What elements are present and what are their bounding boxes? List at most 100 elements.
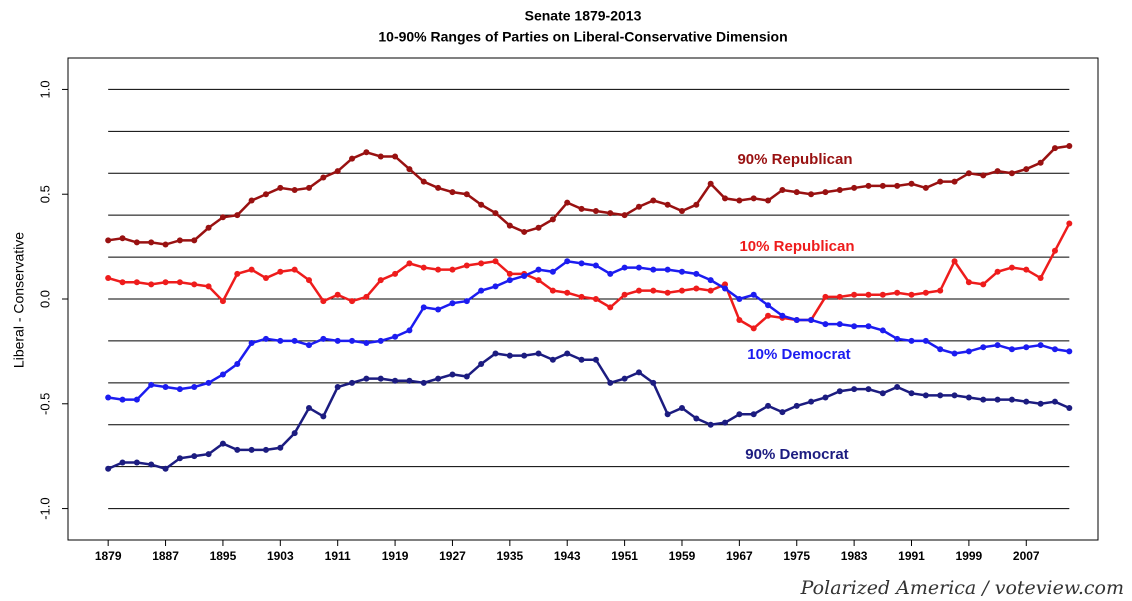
data-point	[908, 291, 915, 298]
data-point	[779, 187, 786, 194]
data-point	[1023, 398, 1030, 405]
data-point	[435, 184, 442, 191]
series-line	[107, 222, 1071, 330]
data-point	[119, 396, 126, 403]
data-point	[736, 296, 743, 302]
data-point	[420, 264, 427, 271]
data-point	[607, 210, 614, 217]
data-point	[750, 411, 757, 418]
data-point	[822, 321, 829, 328]
data-point	[1037, 275, 1044, 282]
data-point	[1051, 346, 1058, 353]
data-point	[291, 266, 298, 273]
series-label: 10% Democrat	[747, 346, 850, 363]
data-point	[635, 369, 642, 376]
data-point	[262, 191, 269, 198]
data-point	[435, 306, 442, 313]
x-tick-label: 1943	[554, 549, 581, 563]
data-point	[779, 312, 786, 319]
data-point	[894, 289, 901, 296]
data-point	[363, 149, 370, 156]
data-point	[808, 398, 815, 405]
data-point	[650, 197, 657, 204]
data-point	[951, 350, 958, 357]
data-point	[1037, 400, 1044, 407]
data-point	[1066, 404, 1073, 411]
x-tick-label: 1967	[726, 549, 753, 563]
data-point	[965, 394, 972, 401]
data-point	[492, 258, 499, 265]
data-point	[535, 277, 542, 284]
data-point	[506, 270, 513, 277]
data-point	[808, 316, 815, 323]
data-point	[879, 182, 886, 189]
data-point	[865, 291, 872, 298]
data-point	[320, 413, 327, 420]
data-point	[736, 411, 743, 418]
data-point	[205, 283, 212, 290]
data-point	[320, 174, 327, 181]
x-tick-label: 1919	[382, 549, 409, 563]
data-point	[105, 465, 112, 472]
data-point	[449, 266, 456, 273]
y-tick-label: -0.5	[37, 393, 52, 415]
chart-subtitle: 10-90% Ranges of Parties on Liberal-Cons…	[378, 29, 787, 45]
data-point	[564, 199, 571, 206]
data-point	[363, 293, 370, 300]
data-point	[334, 291, 341, 298]
data-point	[635, 287, 642, 294]
x-tick-label: 1951	[611, 549, 638, 563]
data-point	[162, 279, 169, 286]
data-point	[951, 258, 958, 265]
data-point	[765, 312, 772, 319]
data-point	[765, 302, 772, 309]
data-point	[621, 212, 628, 219]
data-point	[707, 421, 714, 428]
data-point	[176, 455, 183, 462]
data-point	[478, 260, 485, 267]
data-point	[406, 260, 413, 267]
data-point	[865, 323, 872, 330]
data-point	[722, 419, 729, 426]
data-point	[635, 203, 642, 210]
x-tick-label: 1911	[325, 549, 351, 563]
data-point	[836, 187, 843, 194]
x-tick-label: 1903	[267, 549, 294, 563]
data-point	[836, 293, 843, 300]
data-point	[191, 384, 198, 391]
data-point	[908, 180, 915, 187]
data-point	[162, 465, 169, 472]
data-point	[621, 264, 628, 271]
data-point	[334, 337, 341, 344]
data-point	[406, 327, 413, 334]
data-point	[592, 356, 599, 363]
data-point	[922, 392, 929, 399]
data-point	[306, 404, 313, 411]
data-point	[1008, 396, 1015, 403]
data-point	[105, 394, 112, 401]
x-tick-label: 2007	[1013, 549, 1040, 563]
data-point	[851, 386, 858, 393]
data-point	[922, 184, 929, 191]
data-point	[879, 327, 886, 334]
y-tick-label: 0.0	[37, 290, 52, 308]
data-point	[592, 207, 599, 214]
data-point	[564, 258, 571, 265]
data-point	[793, 189, 800, 196]
data-point	[248, 197, 255, 204]
x-tick-label: 1879	[95, 549, 122, 563]
data-point	[306, 277, 313, 284]
data-point	[650, 266, 657, 273]
data-point	[678, 404, 685, 411]
data-point	[291, 430, 298, 437]
data-point	[205, 451, 212, 458]
data-point	[980, 344, 987, 351]
x-tick-label: 1895	[210, 549, 237, 563]
data-point	[291, 187, 298, 194]
x-tick-label: 1959	[669, 549, 696, 563]
data-point	[1023, 166, 1030, 173]
data-point	[707, 277, 714, 284]
data-point	[191, 237, 198, 244]
data-point	[765, 402, 772, 409]
